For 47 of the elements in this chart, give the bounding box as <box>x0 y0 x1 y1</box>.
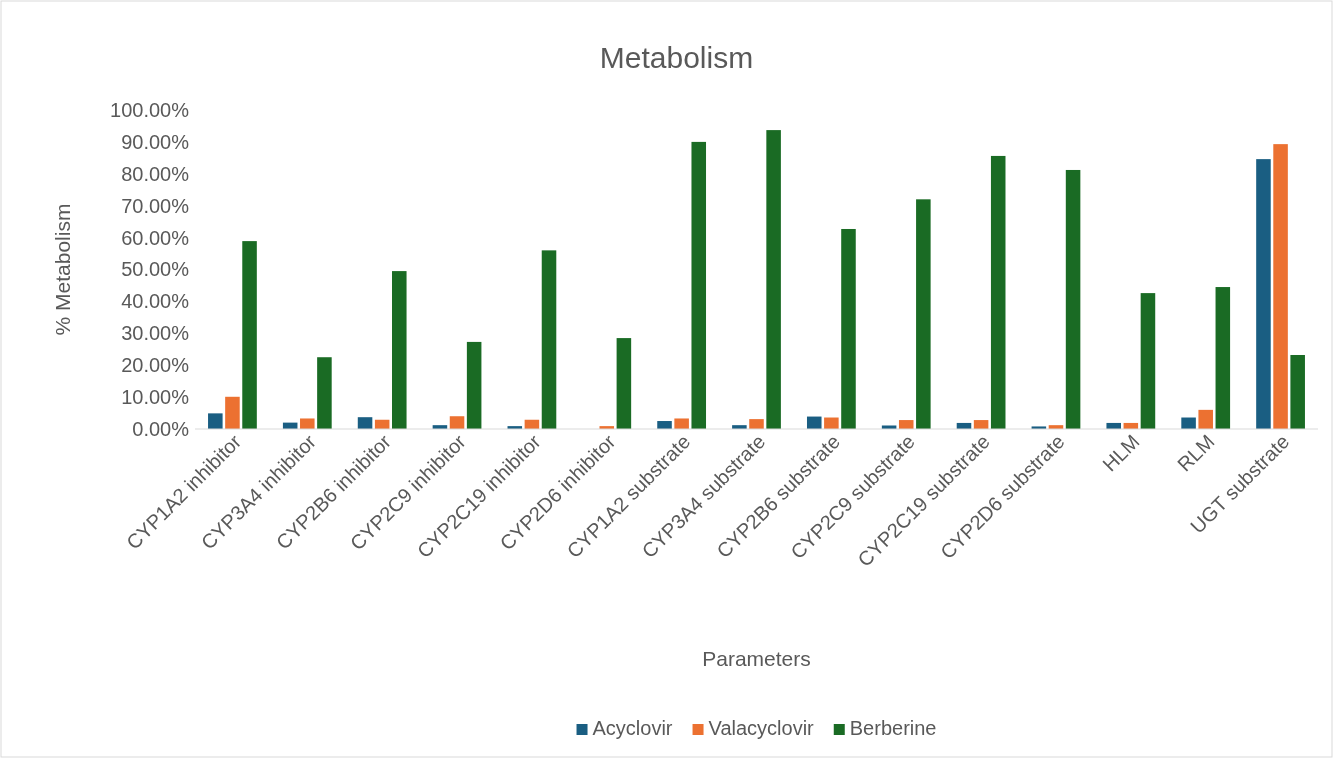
bar <box>300 418 315 429</box>
bar <box>317 357 332 429</box>
bar <box>449 416 465 429</box>
bar <box>1256 159 1271 429</box>
bar <box>674 418 689 429</box>
bar <box>1181 417 1196 429</box>
y-tick-label: 90.00% <box>121 130 190 153</box>
bar <box>898 420 914 429</box>
bar <box>1215 287 1231 429</box>
y-tick-label: 100.00% <box>110 98 190 121</box>
bar <box>766 130 781 429</box>
y-tick-label: 80.00% <box>121 162 190 185</box>
legend-label: Berberine <box>849 717 937 739</box>
y-tick-label: 0.00% <box>132 417 190 440</box>
bar <box>1290 354 1305 429</box>
bar <box>1140 293 1156 429</box>
bar <box>657 421 672 429</box>
y-axis-title: % Metabolism <box>51 203 74 336</box>
bar <box>841 228 856 429</box>
y-tick-label: 70.00% <box>121 194 190 217</box>
chart-title: Metabolism <box>599 41 754 74</box>
bar <box>749 419 764 429</box>
bar <box>208 413 223 429</box>
legend-label: Valacyclovir <box>708 717 815 739</box>
bar <box>242 241 257 429</box>
bar <box>1065 169 1081 429</box>
y-tick-label: 30.00% <box>121 322 190 345</box>
y-tick-label: 40.00% <box>121 290 190 313</box>
bar <box>616 338 632 429</box>
bar <box>824 417 839 429</box>
bar <box>541 250 557 429</box>
bar <box>466 341 482 429</box>
y-tick-label: 60.00% <box>121 226 190 249</box>
bar <box>990 155 1006 429</box>
bar <box>806 416 822 429</box>
y-tick-label: 50.00% <box>121 258 190 281</box>
y-tick-label: 20.00% <box>121 354 190 377</box>
bar <box>225 396 240 429</box>
bar <box>916 199 931 429</box>
bar <box>691 141 707 429</box>
bar <box>1273 144 1288 429</box>
legend-label: Acyclovir <box>592 717 673 739</box>
bar <box>392 271 407 429</box>
x-axis-title: Parameters <box>702 647 811 670</box>
bar <box>357 417 373 429</box>
y-tick-label: 10.00% <box>121 386 190 408</box>
bar <box>1198 409 1213 429</box>
